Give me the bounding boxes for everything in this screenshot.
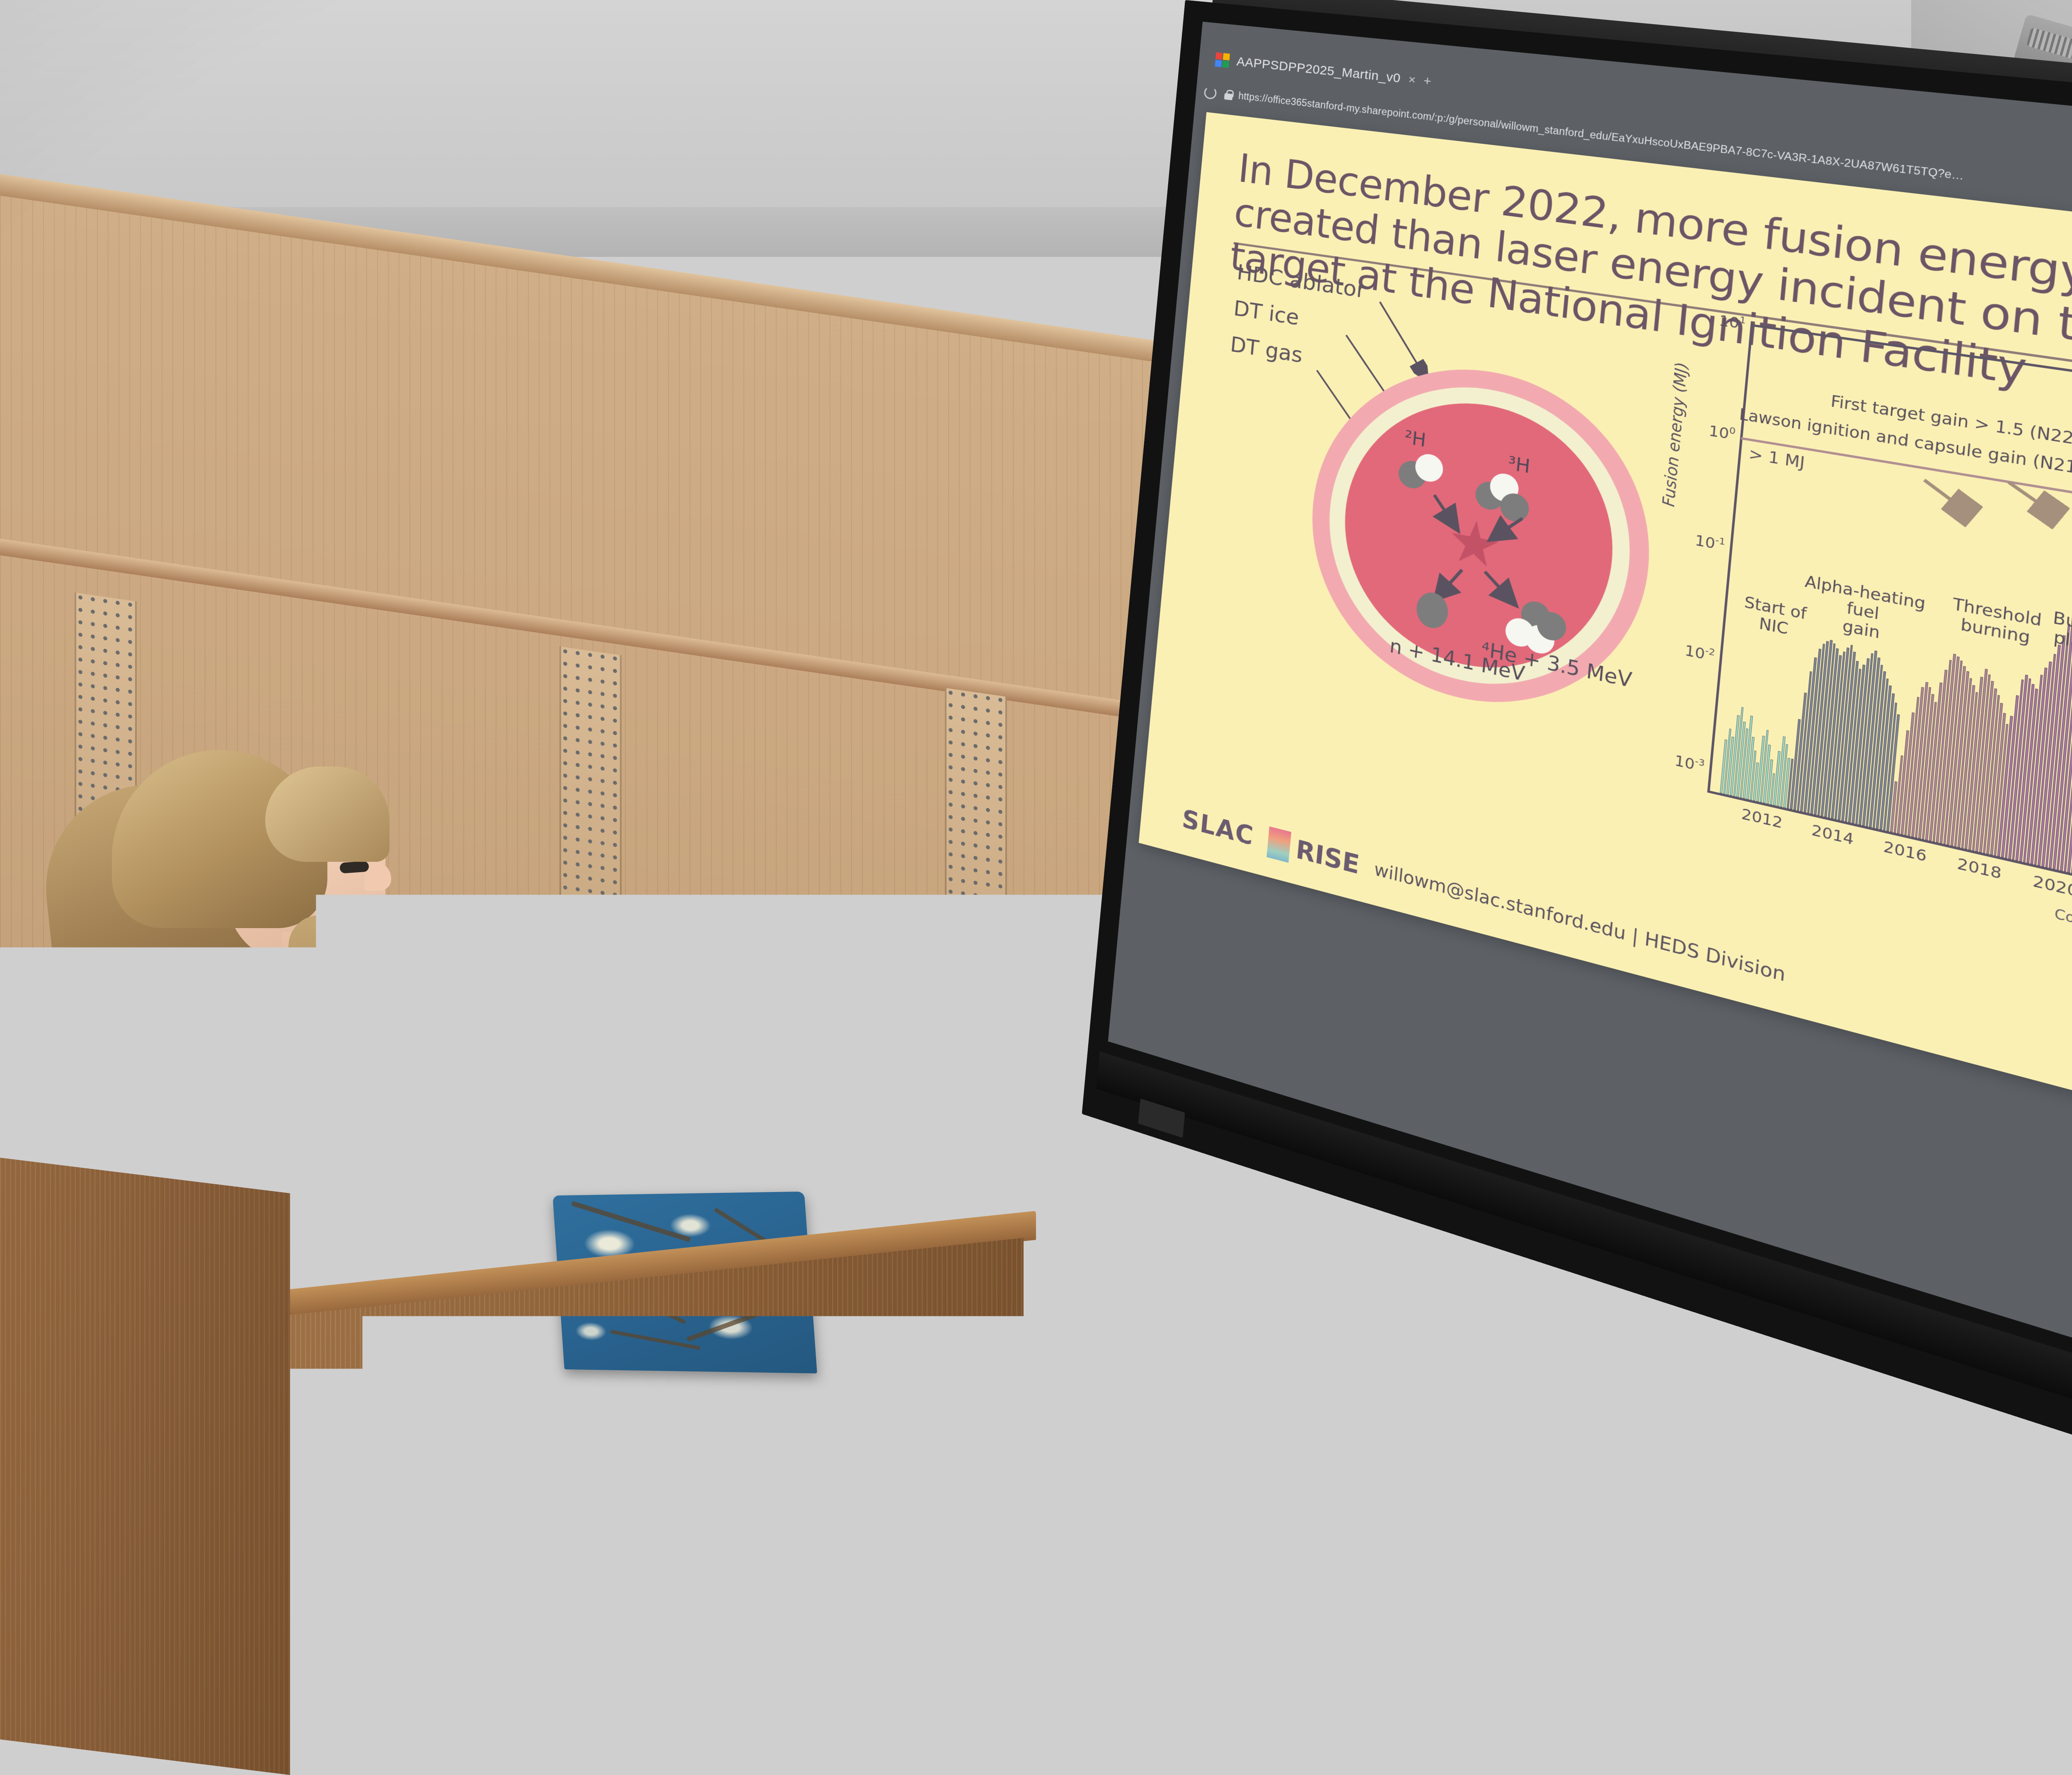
lock-icon xyxy=(1224,89,1233,100)
acoustic-perforated-panel xyxy=(945,688,1007,1103)
dress-strap xyxy=(223,994,316,1110)
podium-front-panel xyxy=(265,1238,1024,1775)
x-tick-label: 2016 xyxy=(1883,837,1928,866)
chart-credit: Courtesy of S. Glenzer xyxy=(2054,905,2072,965)
neutron-particle xyxy=(1415,590,1450,631)
x-tick-label: 2012 xyxy=(1740,805,1783,832)
x-tick-label: 2020 xyxy=(2032,871,2072,900)
podium-left-panel xyxy=(0,1158,290,1775)
capsule-dt-gas-core: ²H ³H xyxy=(1334,384,1624,694)
slac-logo: SLAC xyxy=(1181,804,1255,854)
y-tick-label: 10-2 xyxy=(1655,635,1716,665)
rise-mark-icon xyxy=(1267,827,1292,863)
x-tick-label: 2018 xyxy=(1956,854,2002,883)
upper-wall xyxy=(0,0,1227,215)
footer-contact: willowm@slac.stanford.edu | HEDS Divisio… xyxy=(1373,859,1786,986)
target-capsule-diagram: HDC ablator DT ice DT gas xyxy=(1194,256,1662,834)
close-icon[interactable]: × xyxy=(1408,73,1416,87)
new-tab-icon[interactable]: + xyxy=(1423,74,1432,89)
projection-screen-assembly: AAPPSDPP2025_Martin_v0 × + https://offic… xyxy=(1185,0,2072,1160)
presentation-slide: In December 2022, more fusion energy was… xyxy=(1139,112,2072,1144)
browser-tab-title[interactable]: AAPPSDPP2025_Martin_v0 xyxy=(1236,55,1402,86)
reload-icon[interactable] xyxy=(1204,86,1217,99)
hair-front xyxy=(265,767,390,862)
eye xyxy=(339,861,369,874)
y-tick-label: 10-3 xyxy=(1645,745,1706,775)
reaction-arrows xyxy=(1334,384,1625,695)
fusion-energy-bar-chart: Fusion energy (MJ) 101 100 10-1 10-2 10-… xyxy=(1647,316,2072,991)
browser-tabstrip[interactable]: AAPPSDPP2025_Martin_v0 × + xyxy=(1215,52,1432,89)
x-tick-label: 2014 xyxy=(1811,821,1855,849)
favicon-icon xyxy=(1215,52,1230,68)
conference-photo-scene: AAPPSDPP2025_Martin_v0 × + https://offic… xyxy=(0,0,2072,1775)
rise-logo-text: RISE xyxy=(1295,834,1361,880)
rise-logo: RISE xyxy=(1267,827,1361,881)
lips xyxy=(358,902,389,914)
